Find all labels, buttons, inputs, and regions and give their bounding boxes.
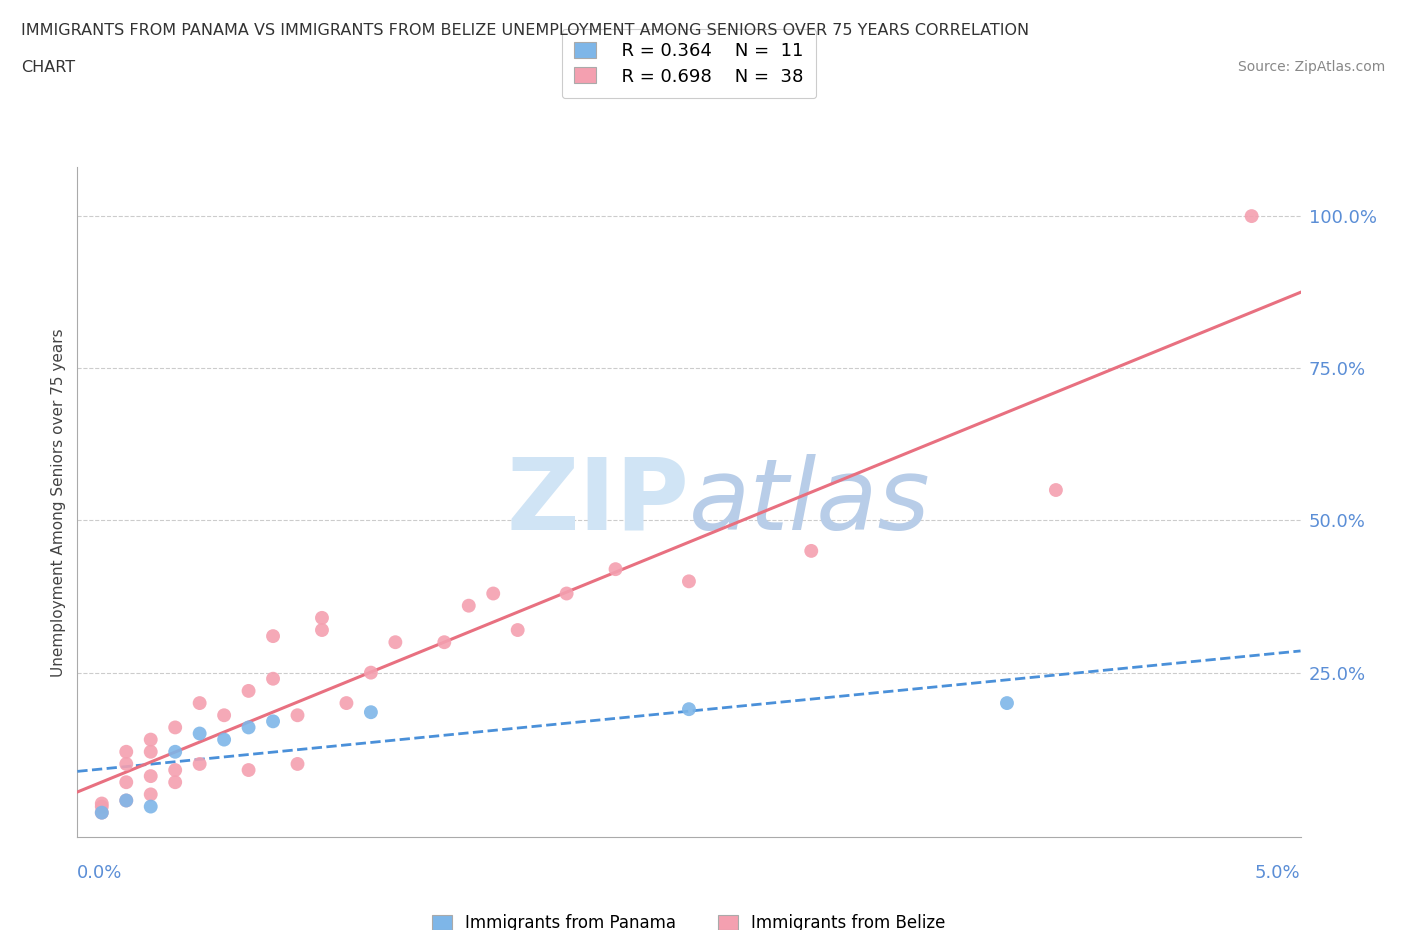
Point <box>90 796 112 811</box>
Text: IMMIGRANTS FROM PANAMA VS IMMIGRANTS FROM BELIZE UNEMPLOYMENT AMONG SENIORS OVER: IMMIGRANTS FROM PANAMA VS IMMIGRANTS FRO… <box>21 23 1029 38</box>
Point <box>139 787 162 802</box>
Point <box>90 805 112 820</box>
Point <box>139 799 162 814</box>
Point <box>482 586 505 601</box>
Point <box>678 574 700 589</box>
Legend: Immigrants from Panama, Immigrants from Belize: Immigrants from Panama, Immigrants from … <box>423 906 955 930</box>
Point <box>1240 208 1263 223</box>
Point <box>287 756 309 771</box>
Point <box>311 622 333 637</box>
Point <box>238 763 260 777</box>
Point <box>678 702 700 717</box>
Point <box>115 793 138 808</box>
Point <box>115 744 138 759</box>
Point <box>457 598 479 613</box>
Text: CHART: CHART <box>21 60 75 75</box>
Point <box>165 744 187 759</box>
Point <box>115 756 138 771</box>
Point <box>262 629 284 644</box>
Point <box>360 665 382 680</box>
Point <box>1045 483 1067 498</box>
Point <box>238 684 260 698</box>
Point <box>262 671 284 686</box>
Point <box>335 696 357 711</box>
Text: 0.0%: 0.0% <box>77 864 122 882</box>
Point <box>139 769 162 784</box>
Point <box>605 562 627 577</box>
Point <box>384 635 406 650</box>
Point <box>165 763 187 777</box>
Point <box>139 732 162 747</box>
Point <box>115 793 138 808</box>
Point <box>262 714 284 729</box>
Text: ZIP: ZIP <box>506 454 689 551</box>
Text: 5.0%: 5.0% <box>1256 864 1301 882</box>
Point <box>188 726 211 741</box>
Point <box>800 543 823 558</box>
Text: atlas: atlas <box>689 454 931 551</box>
Point <box>188 696 211 711</box>
Y-axis label: Unemployment Among Seniors over 75 years: Unemployment Among Seniors over 75 years <box>51 328 66 676</box>
Point <box>212 732 235 747</box>
Point <box>433 635 456 650</box>
Point <box>995 696 1018 711</box>
Point <box>212 708 235 723</box>
Point <box>287 708 309 723</box>
Point <box>165 720 187 735</box>
Point <box>188 756 211 771</box>
Point <box>360 705 382 720</box>
Point <box>165 775 187 790</box>
Point <box>555 586 578 601</box>
Point <box>139 744 162 759</box>
Point <box>90 805 112 820</box>
Point <box>115 775 138 790</box>
Point <box>238 720 260 735</box>
Point <box>90 799 112 814</box>
Point <box>311 610 333 625</box>
Text: Source: ZipAtlas.com: Source: ZipAtlas.com <box>1237 60 1385 74</box>
Point <box>506 622 529 637</box>
